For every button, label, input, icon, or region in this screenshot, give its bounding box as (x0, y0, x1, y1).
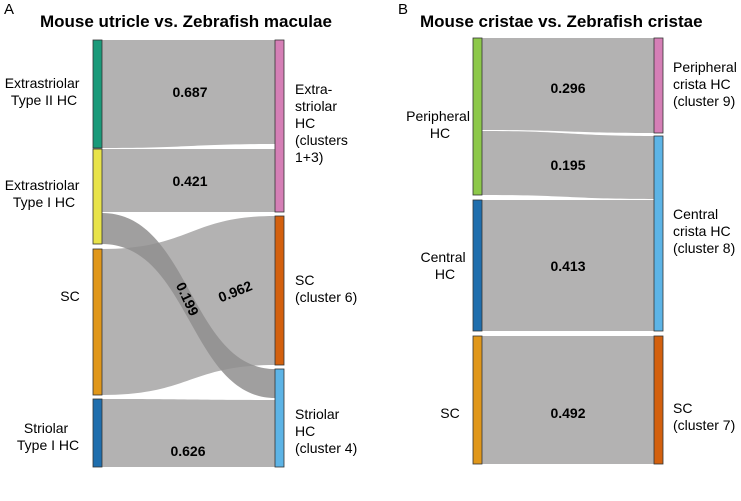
panel-a: A Mouse utricle vs. Zebrafish maculae 0.… (4, 1, 357, 468)
flow-b-value-central: 0.413 (550, 258, 585, 274)
label-b-sc: SC (440, 405, 459, 421)
node-a-sc (92, 248, 103, 396)
label-line: Central (673, 206, 718, 222)
label-line: SC (60, 288, 79, 304)
flow-b-peripheral-to-central (482, 131, 654, 199)
label-line: Extrastriolar (5, 177, 80, 193)
label-b-central-crista-hc: Central crista HC (cluster 8) (673, 206, 735, 256)
panel-a-letter: A (4, 1, 14, 18)
flow-b-value-sc: 0.492 (550, 405, 585, 421)
label-a-extrastriolar-typeII: Extrastriolar Type II HC (5, 75, 84, 108)
label-line: Extra- (295, 81, 333, 97)
label-line: Type I HC (17, 437, 79, 453)
node-b-sc (472, 335, 483, 465)
flow-a-value-typeI: 0.421 (172, 173, 207, 189)
label-line: SC (440, 405, 459, 421)
flow-a-typeI-to-extrastriolar (102, 149, 275, 212)
node-a-sc-cluster6 (274, 215, 285, 366)
label-line: HC (295, 115, 315, 131)
flow-a-striolar-to-striolar (102, 399, 275, 467)
node-b-peripheral-crista-hc (653, 37, 664, 134)
flow-a-typeII-to-extrastriolar (102, 40, 275, 148)
node-a-striolar-typeI (92, 398, 103, 468)
label-line: Peripheral (406, 108, 470, 124)
node-b-peripheral-hc (472, 37, 483, 196)
label-b-peripheral-crista-hc: Peripheral crista HC (cluster 9) (673, 59, 741, 109)
node-a-extrastriolar-typeII (92, 39, 103, 149)
label-line: HC (430, 125, 450, 141)
label-line: Striolar (24, 420, 69, 436)
label-line: Peripheral (673, 59, 737, 75)
flow-a-typeI-to-striolar (102, 213, 275, 398)
flow-b-value-peripheral: 0.296 (550, 80, 585, 96)
label-line: Central (420, 249, 465, 265)
label-line: (cluster 9) (673, 93, 735, 109)
label-b-peripheral-hc: Peripheral HC (406, 108, 474, 141)
flow-b-sc-to-sc (482, 336, 654, 464)
flow-b-central-to-central (482, 200, 654, 331)
label-line: Type I HC (13, 194, 75, 210)
label-a-extrastriolar-typeI: Extrastriolar Type I HC (5, 177, 84, 210)
label-line: crista HC (673, 76, 731, 92)
label-a-extrastriolar-hc: Extra- striolar HC (clusters 1+3) (295, 81, 352, 165)
label-line: 1+3) (295, 149, 323, 165)
flow-b-peripheral-to-peripheral (482, 38, 654, 133)
label-a-sc-cluster6: SC (cluster 6) (295, 272, 357, 305)
panel-a-title: Mouse utricle vs. Zebrafish maculae (40, 12, 332, 31)
label-line: (cluster 6) (295, 289, 357, 305)
label-line: (cluster 4) (295, 440, 357, 456)
label-line: (cluster 7) (673, 417, 735, 433)
label-line: (cluster 8) (673, 240, 735, 256)
node-b-central-crista-hc (653, 135, 664, 332)
panel-b: B Mouse cristae vs. Zebrafish cristae 0.… (398, 1, 741, 465)
label-a-striolar-hc: Striolar HC (cluster 4) (295, 406, 357, 456)
label-line: (clusters (295, 132, 348, 148)
label-a-sc: SC (60, 288, 79, 304)
flow-a-value-typeII: 0.687 (172, 84, 207, 100)
flow-a-value-striolar: 0.626 (170, 443, 205, 459)
label-line: Extrastriolar (5, 75, 80, 91)
label-line: striolar (295, 98, 337, 114)
node-b-central-hc (472, 199, 483, 332)
label-line: HC (295, 423, 315, 439)
panel-b-letter: B (398, 1, 408, 18)
label-line: Type II HC (11, 92, 77, 108)
label-line: HC (435, 266, 455, 282)
node-a-extrastriolar-hc (274, 39, 285, 213)
node-a-extrastriolar-typeI (92, 148, 103, 245)
node-b-sc-cluster7 (653, 335, 664, 465)
node-a-striolar-hc (274, 368, 285, 468)
label-b-sc-cluster7: SC (cluster 7) (673, 400, 735, 433)
label-line: crista HC (673, 223, 731, 239)
label-a-striolar-typeI: Striolar Type I HC (17, 420, 79, 453)
label-line: SC (295, 272, 314, 288)
label-line: SC (673, 400, 692, 416)
label-b-central-hc: Central HC (420, 249, 469, 282)
flow-b-value-cross: 0.195 (550, 157, 585, 173)
label-line: Striolar (295, 406, 340, 422)
panel-b-title: Mouse cristae vs. Zebrafish cristae (420, 12, 703, 31)
